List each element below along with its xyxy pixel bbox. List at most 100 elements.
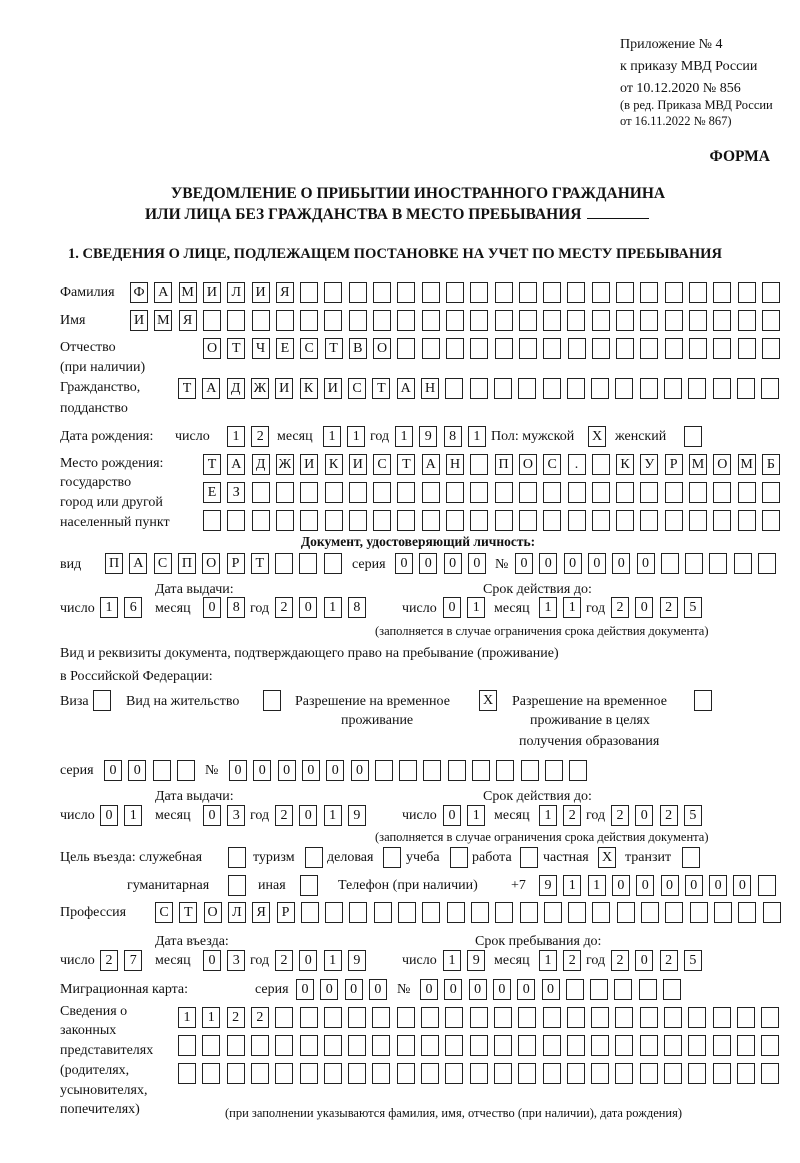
profession-cell[interactable] <box>446 902 465 923</box>
birthplace-cell[interactable]: А <box>227 454 246 475</box>
citizenship-cell[interactable]: А <box>202 378 221 399</box>
representatives-cell[interactable] <box>323 1063 342 1084</box>
citizenship-cell[interactable] <box>566 378 585 399</box>
surname-cell[interactable] <box>713 282 732 303</box>
citizenship-cell[interactable]: И <box>275 378 294 399</box>
profession-cell[interactable] <box>713 902 732 923</box>
representatives-cell[interactable] <box>396 1035 415 1056</box>
representatives-cell[interactable] <box>591 1063 610 1084</box>
citizenship-cell[interactable]: Д <box>226 378 245 399</box>
representatives-cell[interactable] <box>761 1063 780 1084</box>
birthplace-cell[interactable]: С <box>543 454 562 475</box>
birthplace-cell[interactable] <box>251 482 270 503</box>
surname-cell[interactable]: Я <box>275 282 294 303</box>
birthplace-cell[interactable] <box>300 482 319 503</box>
stay-month-cell[interactable]: 1 <box>539 950 557 971</box>
phone-cell[interactable]: 0 <box>636 875 655 896</box>
representatives-cell[interactable] <box>178 1063 196 1084</box>
representatives-cell[interactable] <box>323 1007 342 1028</box>
migration-number-cell[interactable]: 0 <box>444 979 463 1000</box>
representatives-cell[interactable] <box>445 1063 464 1084</box>
stay-valid-day-cell[interactable]: 0 <box>443 805 461 826</box>
sex-male-checkbox[interactable]: X <box>588 426 606 447</box>
entry-year-cell[interactable]: 2 <box>275 950 293 971</box>
birthplace-cell[interactable]: Д <box>251 454 270 475</box>
migration-series-cell[interactable]: 0 <box>296 979 314 1000</box>
visa-checkbox[interactable] <box>93 690 111 711</box>
migration-number-cell[interactable] <box>614 979 633 1000</box>
id-number-cell[interactable] <box>733 553 752 574</box>
representatives-cell[interactable] <box>445 1035 464 1056</box>
representatives-cell[interactable] <box>518 1035 537 1056</box>
id-valid-year-cell[interactable]: 2 <box>611 597 629 618</box>
stay-issue-year-cell[interactable]: 2 <box>275 805 293 826</box>
birth-day-cell[interactable]: 2 <box>251 426 270 447</box>
patronymic-cell[interactable] <box>470 338 489 359</box>
migration-number-cell[interactable] <box>638 979 657 1000</box>
birthplace-cell[interactable] <box>421 510 440 531</box>
representatives-cell[interactable] <box>396 1007 415 1028</box>
citizenship-cell[interactable]: И <box>323 378 342 399</box>
birthplace-cell[interactable] <box>470 454 489 475</box>
profession-cell[interactable] <box>470 902 489 923</box>
migration-number-cell[interactable]: 0 <box>468 979 487 1000</box>
stay-month-cell[interactable]: 2 <box>563 950 582 971</box>
temp-residence-checkbox[interactable]: X <box>479 690 497 711</box>
representatives-cell[interactable] <box>396 1063 415 1084</box>
name-cell[interactable] <box>640 310 659 331</box>
phone-cell[interactable]: 0 <box>733 875 752 896</box>
representatives-cell[interactable] <box>542 1063 561 1084</box>
id-series-cell[interactable]: 0 <box>419 553 438 574</box>
surname-cell[interactable] <box>543 282 562 303</box>
profession-cell[interactable] <box>568 902 587 923</box>
purpose-work-checkbox[interactable] <box>520 847 538 868</box>
profession-cell[interactable] <box>398 902 416 923</box>
name-cell[interactable] <box>470 310 489 331</box>
purpose-transit-checkbox[interactable] <box>682 847 700 868</box>
profession-cell[interactable] <box>543 902 562 923</box>
name-cell[interactable]: Я <box>178 310 197 331</box>
birthplace-cell[interactable]: И <box>348 454 367 475</box>
representatives-cell[interactable] <box>639 1007 658 1028</box>
id-number-cell[interactable]: 0 <box>612 553 631 574</box>
birthplace-cell[interactable]: И <box>300 454 319 475</box>
surname-cell[interactable] <box>397 282 416 303</box>
representatives-cell[interactable] <box>445 1007 464 1028</box>
representatives-cell[interactable] <box>348 1035 367 1056</box>
patronymic-cell[interactable]: О <box>203 338 221 359</box>
surname-cell[interactable] <box>373 282 391 303</box>
stay-number-cell[interactable]: 0 <box>229 760 247 781</box>
patronymic-cell[interactable] <box>689 338 707 359</box>
surname-cell[interactable] <box>616 282 634 303</box>
representatives-cell[interactable] <box>202 1035 221 1056</box>
representatives-cell[interactable] <box>372 1063 391 1084</box>
representatives-cell[interactable] <box>688 1007 707 1028</box>
profession-cell[interactable] <box>495 902 514 923</box>
patronymic-cell[interactable] <box>616 338 635 359</box>
representatives-cell[interactable] <box>736 1035 755 1056</box>
citizenship-cell[interactable] <box>542 378 561 399</box>
birthplace-cell[interactable] <box>567 482 586 503</box>
patronymic-cell[interactable] <box>713 338 732 359</box>
phone-cell[interactable]: 0 <box>684 875 703 896</box>
birthplace-cell[interactable]: М <box>689 454 707 475</box>
representatives-cell[interactable] <box>226 1035 245 1056</box>
birthplace-cell[interactable] <box>591 510 610 531</box>
representatives-cell[interactable] <box>761 1007 780 1028</box>
stay-valid-year-cell[interactable]: 5 <box>683 805 702 826</box>
id-issue-year-cell[interactable]: 0 <box>299 597 318 618</box>
surname-cell[interactable] <box>664 282 683 303</box>
birthplace-cell[interactable] <box>591 454 610 475</box>
id-number-cell[interactable]: 0 <box>515 553 533 574</box>
surname-cell[interactable] <box>518 282 537 303</box>
representatives-cell[interactable] <box>421 1035 439 1056</box>
representatives-cell[interactable] <box>226 1063 245 1084</box>
id-kind-cell[interactable] <box>323 553 342 574</box>
id-valid-day-cell[interactable]: 1 <box>467 597 486 618</box>
representatives-cell[interactable] <box>275 1035 294 1056</box>
name-cell[interactable]: И <box>130 310 148 331</box>
representatives-cell[interactable] <box>178 1035 196 1056</box>
surname-cell[interactable] <box>470 282 489 303</box>
phone-cell[interactable]: 0 <box>611 875 630 896</box>
id-kind-cell[interactable]: П <box>177 553 196 574</box>
